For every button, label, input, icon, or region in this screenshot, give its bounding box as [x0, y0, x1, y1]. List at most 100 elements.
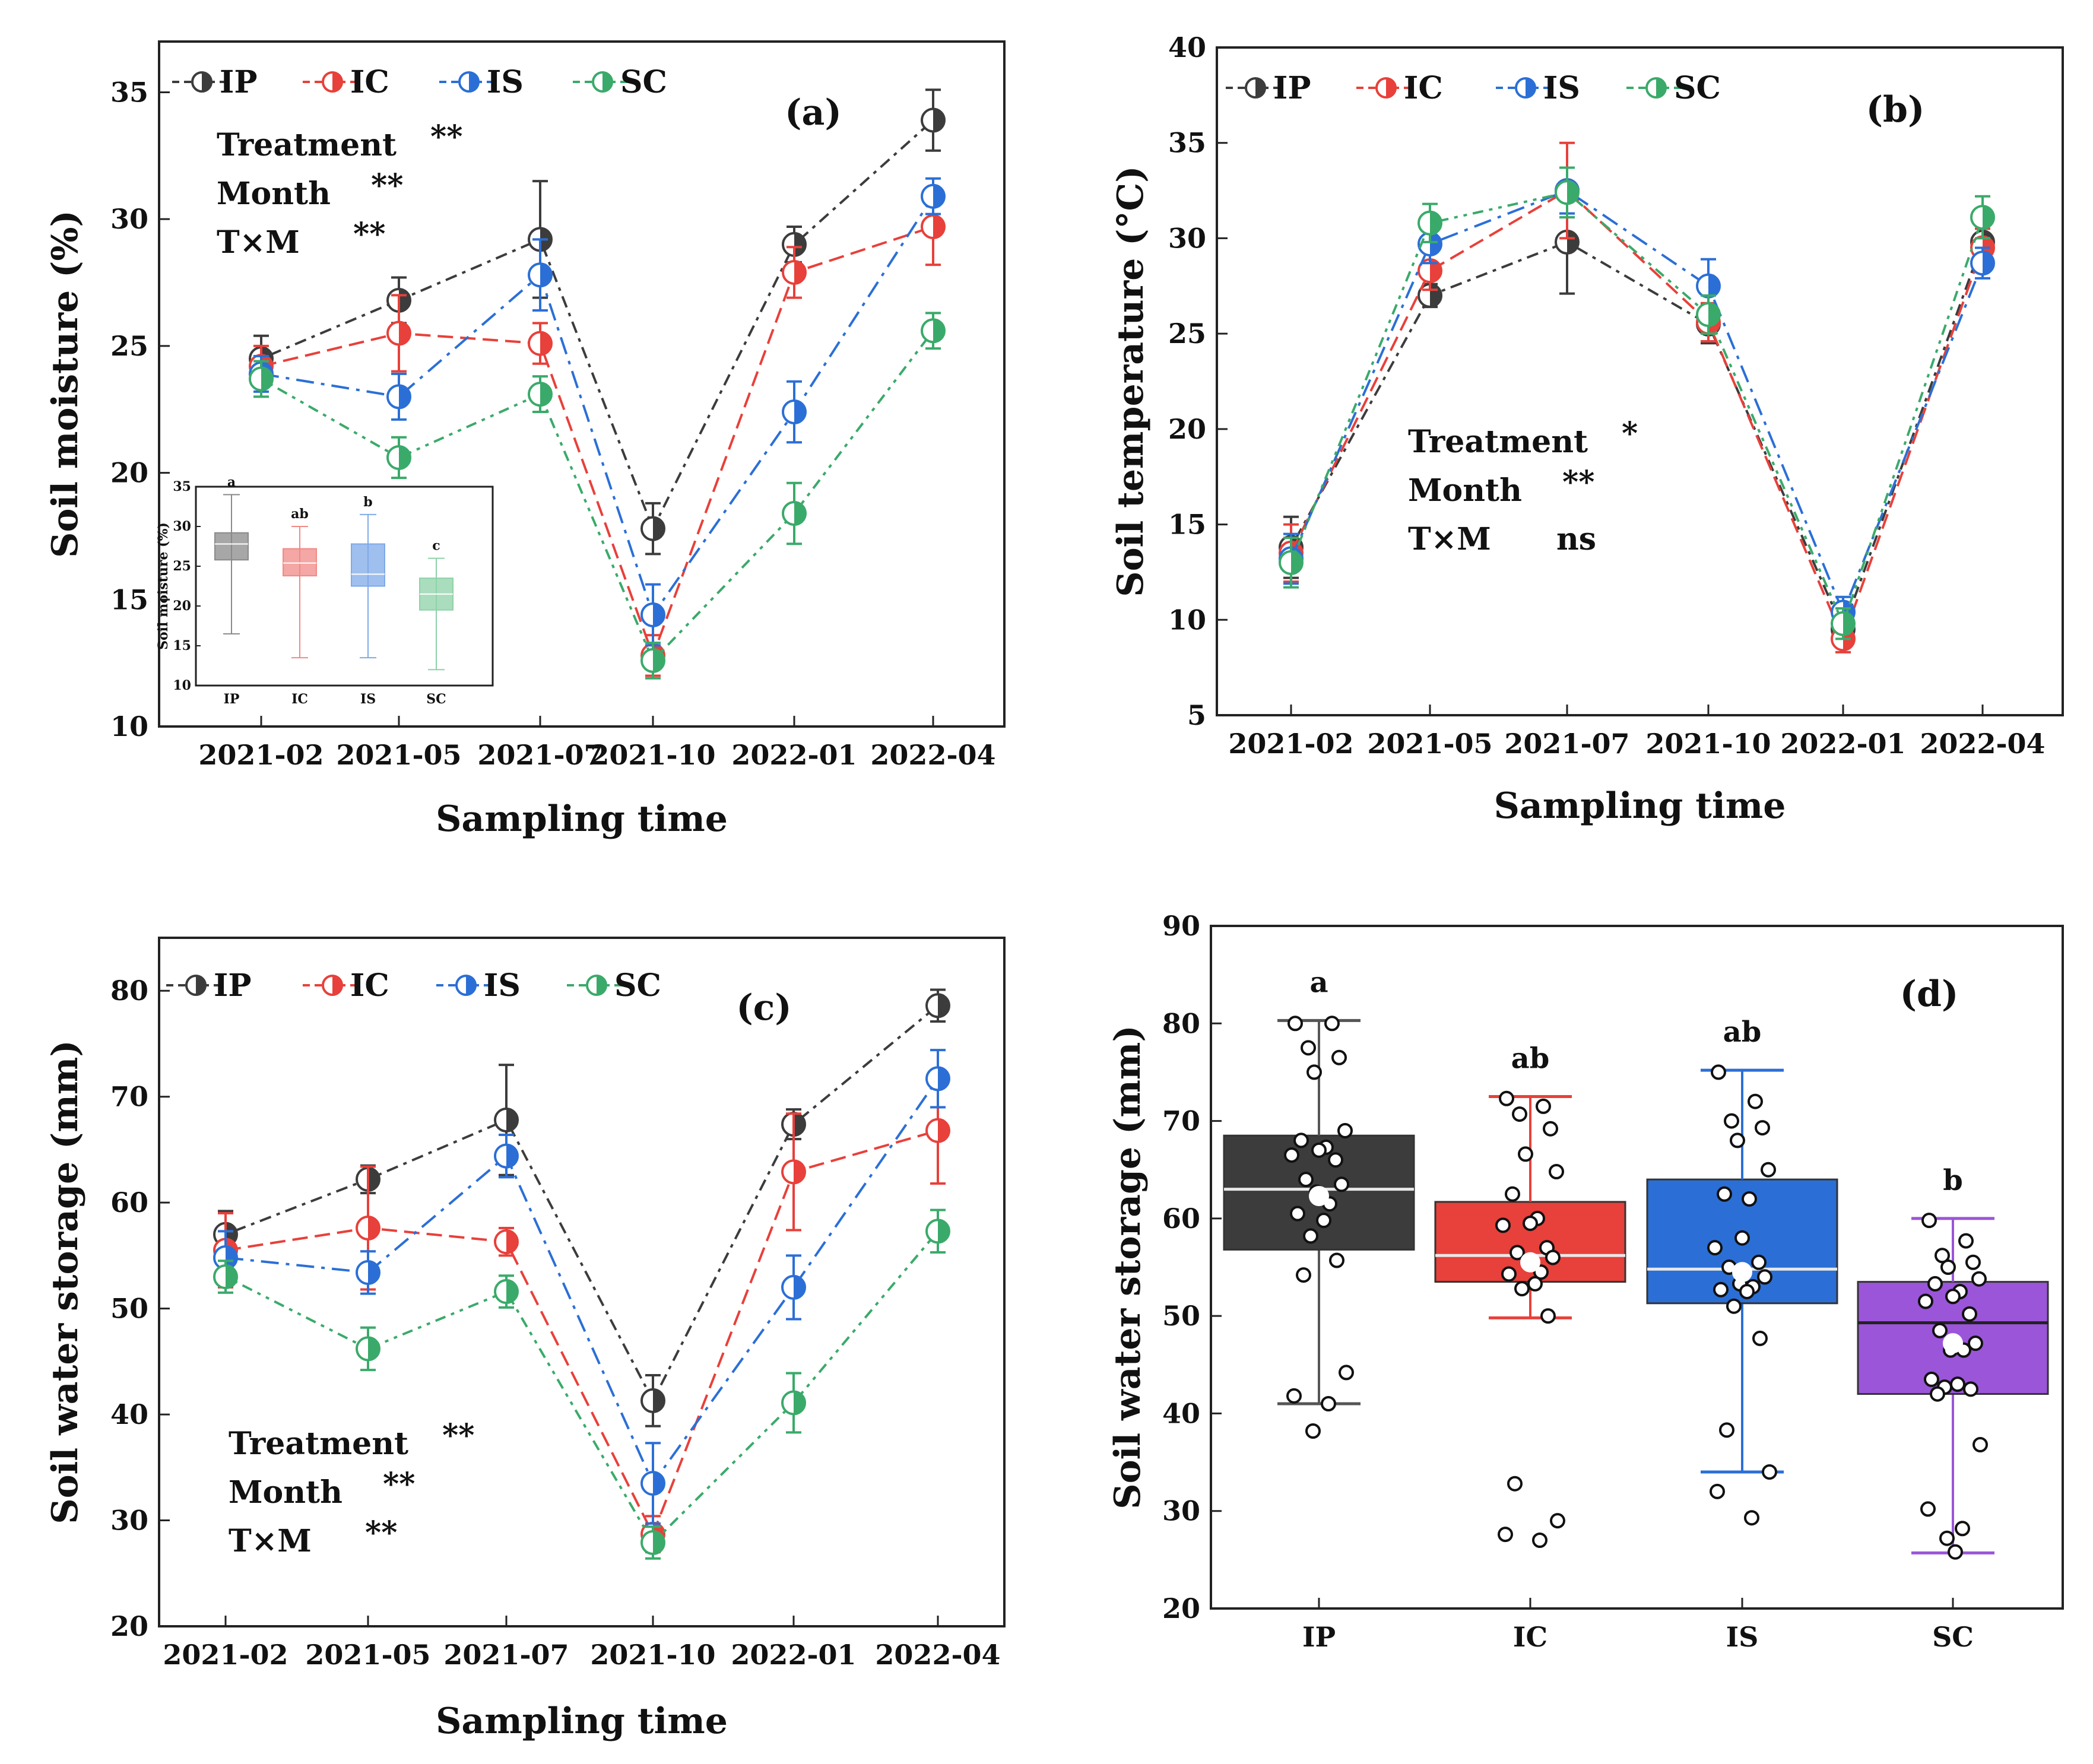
inset-x-tick-label: IP [224, 691, 240, 707]
series-line-IS [261, 195, 934, 618]
x-axis-title: Sampling time [436, 798, 728, 840]
data-point-fill-IC [506, 1230, 518, 1254]
data-point-fill-IC [933, 215, 944, 239]
data-point-IC [1501, 1266, 1517, 1282]
stats-label: T×M [229, 1523, 312, 1559]
series-line-SC [261, 330, 934, 663]
legend-marker-fill-SC [1656, 78, 1666, 97]
legend-marker-fill-IC [332, 72, 342, 91]
significance-letter: ab [1723, 1016, 1762, 1049]
data-point-IP [1305, 1423, 1321, 1439]
y-axis-title: Soil water storage (mm) [45, 1040, 86, 1524]
data-point-IS [1739, 1284, 1755, 1300]
data-point-fill-IS [1430, 233, 1441, 256]
stats-significance: * [1622, 415, 1638, 452]
series-line-IP [1290, 240, 1984, 633]
significance-letter: ab [1511, 1042, 1550, 1075]
y-tick-label: 40 [1168, 31, 1206, 64]
series-line-SC [1290, 191, 1984, 627]
data-point-fill-SC [1983, 206, 1994, 229]
data-point-IP [1306, 1064, 1322, 1080]
legend-label-IC: IC [350, 64, 389, 100]
series-line-IS [225, 1078, 939, 1486]
data-point-fill-IC [794, 261, 806, 284]
data-point-fill-IC [399, 322, 410, 345]
data-point-IS [1755, 1120, 1770, 1136]
data-point-IS [1711, 1064, 1726, 1080]
y-tick-label: 20 [1168, 413, 1206, 445]
x-tick-label: 2022-01 [731, 1639, 856, 1671]
data-point-IC [1512, 1106, 1527, 1122]
x-tick-label: 2021-07 [1504, 728, 1629, 760]
y-tick-label: 50 [1162, 1300, 1200, 1332]
y-tick-label: 35 [1168, 127, 1206, 159]
legend-marker-fill-IS [469, 72, 478, 91]
legend-label-IS: IS [484, 967, 521, 1004]
legend-label-IP: IP [214, 967, 251, 1004]
data-point-SC [1921, 1213, 1937, 1229]
legend-marker-fill-IS [1526, 78, 1535, 97]
data-point-IC [1505, 1186, 1520, 1202]
data-point-SC [1940, 1259, 1956, 1275]
data-point-IC [1543, 1121, 1558, 1137]
stats-label: T×M [1408, 521, 1491, 557]
inset-y-tick-label: 20 [173, 598, 191, 614]
legend-marker-fill-IC [1386, 78, 1396, 97]
data-point-fill-SC [1430, 211, 1441, 234]
data-point-fill-SC [261, 367, 272, 391]
data-point-IP [1324, 1016, 1340, 1032]
data-point-IC [1510, 1245, 1525, 1261]
data-point-IC [1523, 1216, 1538, 1232]
data-point-SC [1918, 1293, 1933, 1309]
stats-label: Month [229, 1474, 343, 1511]
panel-tag: (a) [785, 92, 842, 134]
x-tick-label: 2022-01 [1780, 728, 1905, 760]
series-line-IC [1290, 189, 1984, 642]
y-axis-title: Soil water storage (mm) [1107, 1025, 1149, 1509]
legend-marker-fill-IC [332, 976, 342, 995]
data-point-fill-IP [653, 517, 664, 540]
y-tick-label: 40 [1162, 1397, 1200, 1429]
panel-b-soil-temperature: 5 10 15 20 25 30 35 40 2021-02 2021-05 2021-07 2021… [1110, 31, 2064, 827]
data-point-IP [1296, 1267, 1311, 1283]
data-point-fill-IP [1567, 230, 1578, 253]
inset-box-IS [351, 543, 385, 587]
inset-y-tick-label: 35 [173, 479, 191, 494]
data-point-fill-IS [226, 1246, 237, 1269]
data-point-IC [1536, 1098, 1551, 1114]
y-tick-label: 15 [1168, 509, 1206, 541]
data-point-IP [1286, 1388, 1302, 1404]
data-point-IP [1321, 1396, 1336, 1411]
y-tick-label: 25 [110, 330, 148, 362]
legend-label-SC: SC [614, 967, 661, 1004]
data-point-fill-SC [1567, 181, 1578, 204]
data-point-SC [1920, 1501, 1936, 1517]
data-point-fill-SC [938, 1220, 949, 1243]
series-line-IP [261, 119, 934, 532]
data-point-IP [1339, 1365, 1354, 1381]
mean-marker-IP [1309, 1186, 1329, 1207]
data-point-fill-IP [653, 1389, 664, 1412]
data-point-IS [1742, 1191, 1757, 1207]
stats-label: T×M [217, 224, 300, 261]
panel-tag: (c) [736, 987, 791, 1029]
data-point-IS [1734, 1230, 1750, 1246]
data-point-SC [1965, 1254, 1981, 1270]
inset-x-tick-label: IS [360, 691, 376, 707]
x-tick-label: 2021-02 [163, 1639, 288, 1671]
data-point-SC [1950, 1376, 1965, 1392]
data-point-IP [1303, 1228, 1318, 1244]
data-point-SC [1930, 1386, 1945, 1402]
data-point-fill-IS [399, 385, 410, 408]
data-point-IS [1726, 1298, 1742, 1314]
y-tick-label: 20 [1162, 1592, 1200, 1625]
data-point-IP [1287, 1016, 1303, 1032]
panel-tag: (d) [1900, 973, 1959, 1015]
stats-significance: ** [353, 216, 385, 252]
y-tick-label: 80 [110, 975, 148, 1007]
x-tick-label: 2021-07 [477, 739, 602, 771]
data-point-IP [1334, 1176, 1349, 1192]
y-tick-label: 60 [110, 1186, 148, 1219]
legend-label-IC: IC [1404, 70, 1443, 106]
x-tick-label: 2021-10 [590, 739, 715, 771]
